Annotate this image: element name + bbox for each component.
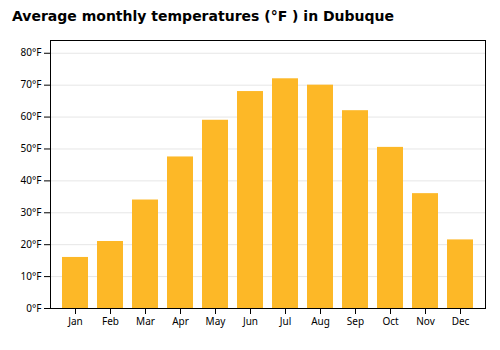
svg-text:Jan: Jan bbox=[67, 314, 83, 328]
svg-text:10°F: 10°F bbox=[21, 269, 42, 283]
svg-text:40°F: 40°F bbox=[21, 173, 42, 187]
svg-text:Jun: Jun bbox=[242, 314, 258, 328]
svg-text:Jul: Jul bbox=[279, 314, 292, 328]
svg-text:Dec: Dec bbox=[452, 314, 470, 328]
svg-text:Apr: Apr bbox=[172, 314, 189, 328]
svg-text:Sep: Sep bbox=[347, 314, 364, 328]
svg-text:50°F: 50°F bbox=[21, 141, 42, 155]
svg-text:Aug: Aug bbox=[311, 314, 330, 328]
svg-text:60°F: 60°F bbox=[21, 109, 42, 123]
svg-text:May: May bbox=[206, 314, 227, 328]
svg-text:30°F: 30°F bbox=[21, 205, 42, 219]
svg-text:70°F: 70°F bbox=[21, 77, 42, 91]
svg-text:Mar: Mar bbox=[136, 314, 155, 328]
svg-text:80°F: 80°F bbox=[21, 45, 42, 59]
html-text:Average monthly temperatures (: Average monthly temperatures (°F ) in Du… bbox=[12, 8, 394, 24]
svg-text:Oct: Oct bbox=[382, 314, 399, 328]
svg-text:Feb: Feb bbox=[102, 314, 119, 328]
svg-text:0°F: 0°F bbox=[26, 301, 41, 315]
svg-text:20°F: 20°F bbox=[21, 237, 42, 251]
svg-text:Nov: Nov bbox=[416, 314, 435, 328]
